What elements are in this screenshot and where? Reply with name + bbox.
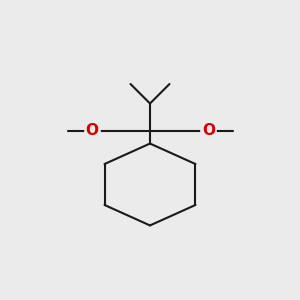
Text: O: O: [85, 123, 98, 138]
Text: O: O: [202, 123, 215, 138]
